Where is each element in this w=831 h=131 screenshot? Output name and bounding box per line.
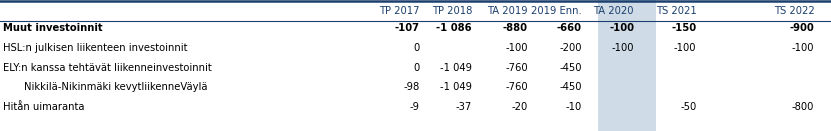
Text: -450: -450 xyxy=(559,82,582,92)
Text: -10: -10 xyxy=(565,102,582,112)
Text: 0: 0 xyxy=(413,43,420,53)
Text: -1 049: -1 049 xyxy=(440,82,472,92)
Text: -100: -100 xyxy=(674,43,696,53)
Text: TP 2018: TP 2018 xyxy=(431,6,472,16)
Text: -1 086: -1 086 xyxy=(436,23,472,33)
Text: -50: -50 xyxy=(680,102,696,112)
Text: -200: -200 xyxy=(559,43,582,53)
Text: -450: -450 xyxy=(559,63,582,73)
Text: Hitån uimaranta: Hitån uimaranta xyxy=(3,102,85,112)
Text: -100: -100 xyxy=(792,43,814,53)
Text: HSL:n julkisen liikenteen investoinnit: HSL:n julkisen liikenteen investoinnit xyxy=(3,43,188,53)
Text: -98: -98 xyxy=(403,82,420,92)
Text: Nikkilä-Nikinmäki kevytliikenneVäylä: Nikkilä-Nikinmäki kevytliikenneVäylä xyxy=(24,82,208,92)
Text: -760: -760 xyxy=(505,82,528,92)
Text: -900: -900 xyxy=(789,23,814,33)
Text: -107: -107 xyxy=(395,23,420,33)
Text: -1 049: -1 049 xyxy=(440,63,472,73)
Text: 0: 0 xyxy=(413,63,420,73)
Text: TA 2020: TA 2020 xyxy=(593,6,634,16)
Text: -37: -37 xyxy=(455,102,472,112)
Text: 2019 Enn.: 2019 Enn. xyxy=(531,6,582,16)
Bar xyxy=(598,0,656,131)
Text: TS 2021: TS 2021 xyxy=(656,6,696,16)
Text: ELY:n kanssa tehtävät liikenneinvestoinnit: ELY:n kanssa tehtävät liikenneinvestoinn… xyxy=(3,63,212,73)
Text: -800: -800 xyxy=(792,102,814,112)
Text: -100: -100 xyxy=(505,43,528,53)
Text: -100: -100 xyxy=(612,43,634,53)
Text: TS 2022: TS 2022 xyxy=(774,6,814,16)
Text: -100: -100 xyxy=(609,23,634,33)
Text: -9: -9 xyxy=(410,102,420,112)
Text: -760: -760 xyxy=(505,63,528,73)
Text: Muut investoinnit: Muut investoinnit xyxy=(3,23,103,33)
Text: -660: -660 xyxy=(557,23,582,33)
Text: -150: -150 xyxy=(671,23,696,33)
Text: TA 2019: TA 2019 xyxy=(487,6,528,16)
Text: TP 2017: TP 2017 xyxy=(379,6,420,16)
Text: -20: -20 xyxy=(511,102,528,112)
Text: -880: -880 xyxy=(503,23,528,33)
